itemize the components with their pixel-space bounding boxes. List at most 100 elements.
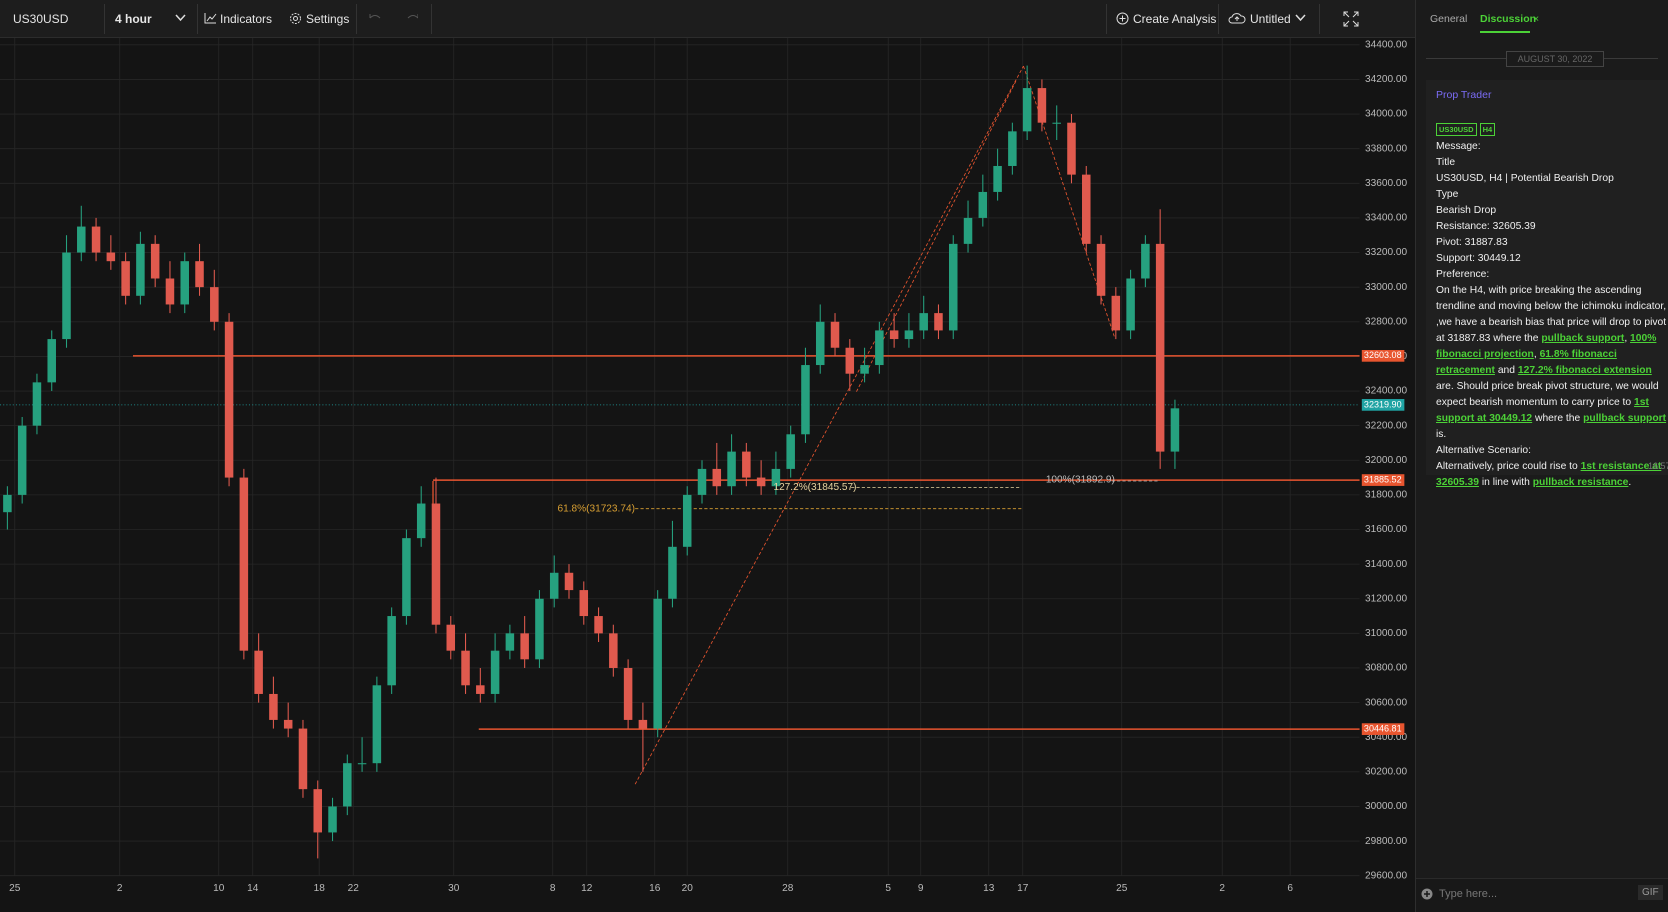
x-tick-label: 8 (550, 883, 556, 894)
x-tick-label: 13 (983, 883, 995, 894)
add-icon[interactable] (1421, 888, 1433, 900)
x-tick-label: 16 (649, 883, 661, 894)
y-tick-label: 30000.00 (1365, 801, 1407, 812)
level-label-background (1361, 723, 1405, 735)
x-tick-label: 6 (1287, 883, 1293, 894)
link[interactable]: 100% fibonacci projection (1436, 333, 1657, 360)
candle-body (609, 633, 618, 668)
candle-body (756, 477, 766, 487)
candle-body (32, 382, 42, 426)
x-tick-label: 2 (117, 883, 123, 894)
y-tick-label: 29600.00 (1365, 870, 1407, 881)
y-tick-label: 31200.00 (1365, 593, 1407, 604)
candle-body (136, 243, 145, 296)
date-chip: AUGUST 30, 2022 (1506, 51, 1604, 67)
y-tick-label: 31400.00 (1365, 559, 1407, 570)
candle-body (328, 806, 337, 833)
candle-body (948, 243, 958, 331)
message: Message: Title US30USD, H4 | Potential Bea… (1436, 139, 1668, 491)
level-label: 30446.81 (1364, 724, 1402, 734)
candle-body (786, 434, 795, 469)
side-panel: General Discussion × AUGUST 30, 2022 Pro… (1415, 0, 1668, 912)
candle-body (978, 191, 988, 218)
message-input[interactable]: Type here... (1439, 888, 1498, 900)
candle-body (121, 261, 130, 296)
candle-body (889, 330, 899, 340)
candle-body (91, 226, 101, 253)
tab[interactable]: Discussion (1480, 13, 1537, 25)
level-label-background (1361, 350, 1405, 362)
link[interactable]: pullback resistance (1532, 477, 1629, 488)
link[interactable]: pullback support (1541, 333, 1625, 344)
candle-body (1141, 243, 1150, 279)
fib-label: 61.8%(31723.74) (557, 503, 634, 514)
candle-body (860, 365, 869, 374)
y-tick-label: 33800.00 (1365, 143, 1407, 154)
candle-body (594, 616, 603, 634)
fib-label: 127.2%(31845.57) (773, 482, 856, 493)
y-tick-label: 29800.00 (1365, 836, 1407, 847)
candle-body (934, 313, 943, 331)
candle-body (623, 667, 633, 720)
tab[interactable]: General (1430, 13, 1468, 25)
create-icon[interactable] (1116, 12, 1129, 25)
layout-name[interactable]: Untitled (1250, 12, 1291, 26)
candle-body (461, 650, 470, 686)
chevron[interactable] (1295, 14, 1306, 22)
text: is. (1436, 429, 1447, 440)
gif-button[interactable]: GIF (1638, 885, 1663, 900)
symbol[interactable]: US30USD (13, 12, 69, 26)
candle-body (165, 278, 175, 305)
tab-underline (1480, 31, 1530, 33)
cloud-icon[interactable] (1228, 12, 1246, 24)
candle-body (712, 468, 722, 487)
candle-body (224, 321, 234, 478)
message-line: Message: (1436, 141, 1481, 152)
level-label-background (1361, 399, 1405, 411)
candle-body (77, 226, 86, 253)
message-line: Pivot: 31887.83 (1436, 237, 1508, 248)
fullscreen-icon[interactable] (1343, 11, 1359, 27)
x-tick-label: 22 (348, 883, 360, 894)
level-label: 31885.52 (1364, 474, 1402, 484)
candle-body (387, 616, 396, 686)
divider (1319, 4, 1320, 34)
candle-body (564, 572, 574, 591)
message-line: Bearish Drop (1436, 205, 1497, 216)
candle-body (815, 321, 825, 366)
x-tick-label: 12 (581, 883, 593, 894)
x-tick-label: 10 (213, 883, 225, 894)
text: Alternatively, price could rise to (1436, 461, 1581, 472)
link[interactable]: pullback support (1583, 413, 1667, 424)
candle-body (269, 693, 278, 720)
link[interactable]: 127.2% fibonacci extension (1517, 365, 1652, 376)
text: and (1494, 365, 1518, 376)
y-tick-label: 31800.00 (1365, 490, 1407, 501)
interval[interactable]: 4 hour (115, 12, 152, 26)
x-tick-label: 17 (1017, 883, 1029, 894)
candle-body (1022, 88, 1032, 132)
settings-button[interactable]: Settings (306, 12, 350, 26)
undo-redo[interactable] (368, 13, 418, 23)
chevron[interactable] (175, 14, 186, 22)
link[interactable]: 1st resistance at 32605.39 (1436, 461, 1662, 488)
x-tick-label: 18 (314, 883, 326, 894)
candle-body (1052, 122, 1061, 124)
candle-body (727, 451, 736, 487)
close-tab[interactable]: × (1533, 13, 1540, 25)
link[interactable]: 1st support at 30449.12 (1436, 397, 1649, 424)
settings-icon[interactable] (289, 12, 302, 25)
candle-body (106, 252, 116, 262)
fib-label: 100%(31892.9) (1046, 475, 1115, 486)
candle-body (668, 546, 677, 599)
link[interactable]: 61.8% fibonacci retracement (1436, 349, 1617, 376)
candle-body (830, 321, 840, 348)
indicators-icon[interactable] (204, 12, 217, 24)
create-analysis-button[interactable]: Create Analysis (1133, 12, 1217, 26)
y-tick-label: 30800.00 (1365, 663, 1407, 674)
author: Prop Trader (1436, 89, 1492, 101)
indicators-button[interactable]: Indicators (220, 12, 273, 26)
candle-body (682, 494, 692, 547)
y-tick-label: 33200.00 (1365, 247, 1407, 258)
level-label: 32603.08 (1364, 350, 1402, 360)
